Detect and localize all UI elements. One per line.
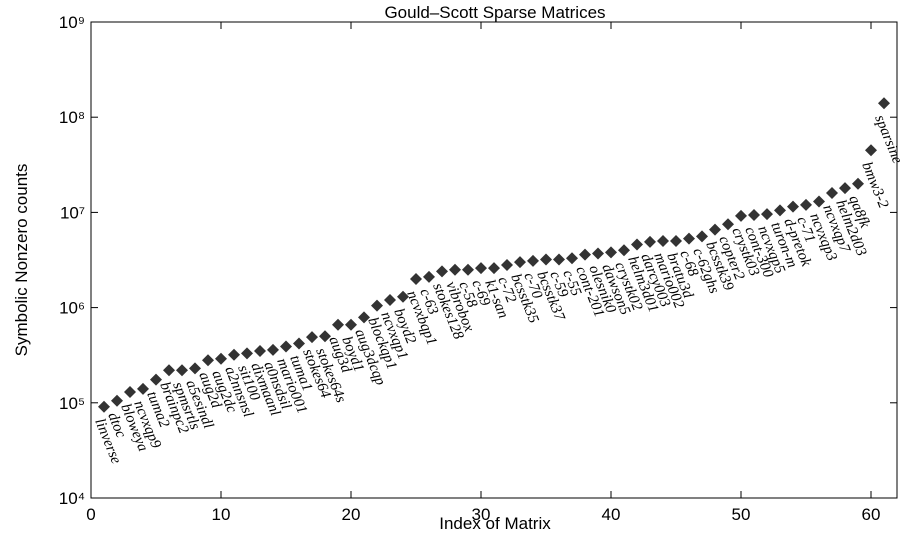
y-tick-label: 10⁸ — [59, 108, 85, 127]
point — [475, 262, 487, 275]
point — [293, 337, 305, 350]
plot-frame — [90, 21, 898, 499]
point — [449, 263, 461, 276]
x-tick-label: 0 — [86, 505, 95, 524]
point — [839, 182, 851, 195]
point — [202, 354, 214, 367]
point — [150, 373, 162, 386]
point — [98, 400, 110, 413]
point — [410, 272, 422, 285]
point — [878, 97, 890, 110]
point — [254, 345, 266, 358]
point — [618, 244, 630, 257]
point — [306, 331, 318, 344]
point — [462, 263, 474, 276]
point — [800, 198, 812, 211]
point — [137, 382, 149, 395]
point — [527, 254, 539, 267]
point — [423, 270, 435, 283]
point — [631, 238, 643, 251]
point — [579, 248, 591, 261]
point — [787, 200, 799, 213]
point — [384, 294, 396, 307]
y-tick-label: 10⁷ — [60, 203, 85, 222]
point — [189, 362, 201, 375]
point — [436, 265, 448, 278]
point — [813, 195, 825, 208]
chart-title: Gould–Scott Sparse Matrices — [384, 3, 605, 22]
point — [566, 252, 578, 265]
point — [683, 232, 695, 245]
point — [696, 230, 708, 243]
point — [657, 235, 669, 248]
point — [241, 347, 253, 360]
point — [163, 364, 175, 377]
point — [501, 259, 513, 272]
point — [332, 318, 344, 331]
point — [319, 330, 331, 343]
x-tick-label: 10 — [212, 505, 231, 524]
point — [371, 299, 383, 312]
point — [540, 253, 552, 266]
y-tick-label: 10⁶ — [59, 299, 85, 318]
y-axis-label: Symbolic Nonzero counts — [12, 164, 31, 357]
y-tick-label: 10⁹ — [59, 13, 85, 32]
point — [111, 394, 123, 407]
y-tick-label: 10⁴ — [59, 489, 85, 508]
point — [592, 247, 604, 260]
x-tick-label: 30 — [472, 505, 491, 524]
point — [865, 144, 877, 157]
point — [176, 364, 188, 377]
point — [345, 318, 357, 331]
x-tick-label: 40 — [602, 505, 621, 524]
point — [228, 348, 240, 361]
point — [670, 235, 682, 248]
x-tick-label: 60 — [862, 505, 881, 524]
point — [488, 262, 500, 275]
point — [215, 352, 227, 365]
point — [267, 343, 279, 356]
point — [826, 186, 838, 199]
x-axis-label: Index of Matrix — [439, 514, 551, 533]
x-tick-label: 50 — [732, 505, 751, 524]
point — [722, 218, 734, 231]
point — [280, 340, 292, 353]
point — [358, 311, 370, 324]
y-tick-label: 10⁵ — [59, 394, 85, 413]
point — [124, 385, 136, 398]
point — [852, 177, 864, 190]
point — [748, 208, 760, 221]
point — [644, 235, 656, 248]
point — [709, 223, 721, 236]
point — [761, 208, 773, 221]
point — [514, 256, 526, 269]
point — [774, 204, 786, 217]
point — [735, 209, 747, 222]
point — [605, 246, 617, 259]
x-tick-label: 20 — [342, 505, 361, 524]
point — [397, 290, 409, 303]
point — [553, 253, 565, 266]
